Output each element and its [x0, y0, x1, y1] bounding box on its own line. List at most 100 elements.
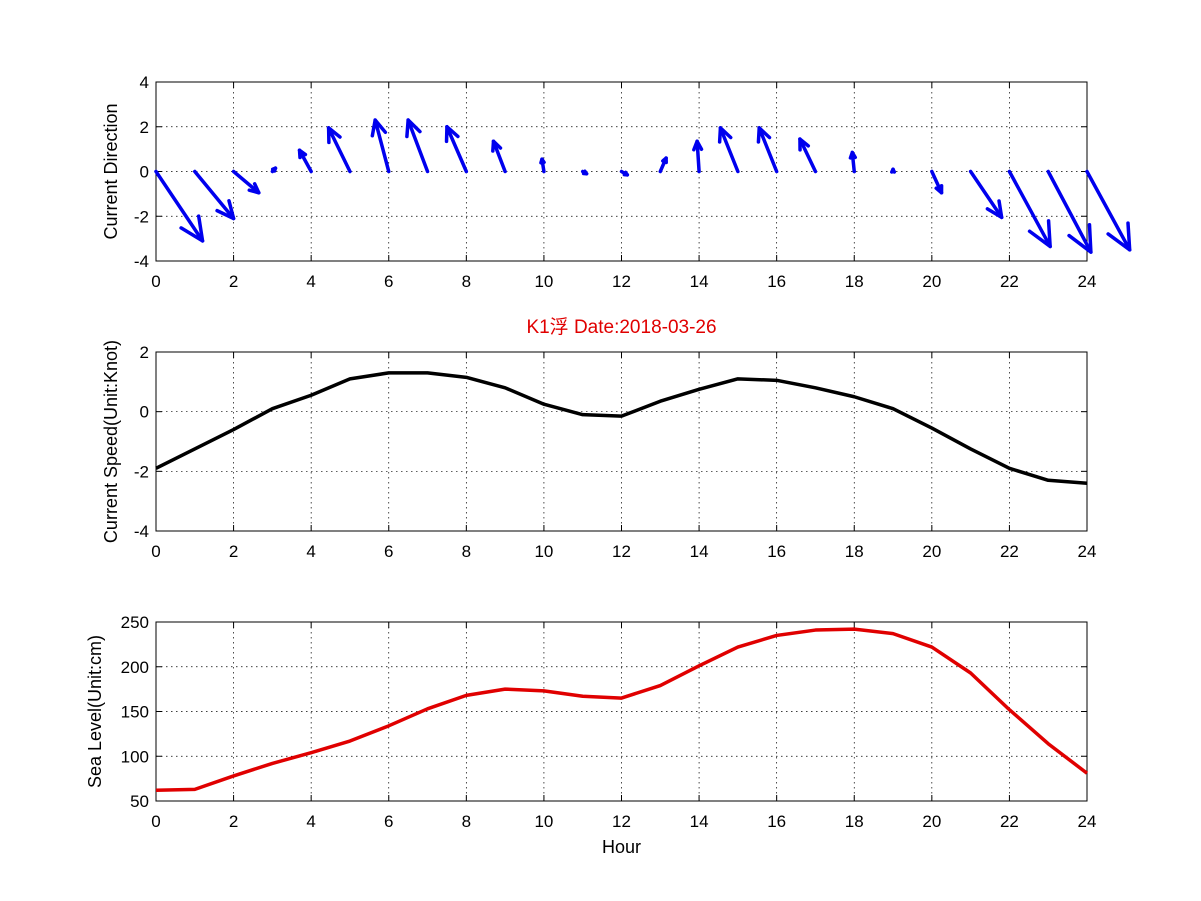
x-tick-label: 0 — [151, 812, 160, 831]
vector-head — [581, 169, 589, 176]
current-vector — [692, 139, 704, 174]
vector-head — [297, 148, 308, 160]
vector-head — [756, 126, 772, 144]
vector-head — [444, 125, 460, 144]
x-tick-label: 8 — [462, 272, 471, 291]
x-tick-label: 16 — [767, 272, 786, 291]
x-tick-label: 18 — [845, 812, 864, 831]
x-tick-label: 20 — [922, 812, 941, 831]
current-vector — [231, 169, 261, 195]
vector-head — [539, 157, 546, 165]
y-tick-label: -2 — [134, 207, 149, 226]
current-vector — [1007, 169, 1052, 249]
x-tick-label: 12 — [612, 542, 631, 561]
current-speed-ylabel: Current Speed(Unit:Knot) — [101, 340, 121, 543]
vector-shaft — [491, 139, 507, 174]
x-tick-label: 18 — [845, 272, 864, 291]
y-tick-label: -4 — [134, 522, 149, 541]
y-tick-label: 4 — [140, 73, 149, 92]
x-tick-label: 8 — [462, 812, 471, 831]
vector-head — [370, 118, 388, 138]
x-tick-label: 10 — [534, 812, 553, 831]
current-vector — [890, 167, 897, 174]
vector-head — [848, 150, 857, 160]
current-vector — [717, 126, 740, 174]
current-direction-ylabel: Current Direction — [101, 103, 121, 239]
x-tick-label: 24 — [1078, 812, 1097, 831]
x-tick-label: 16 — [767, 542, 786, 561]
vector-shaft — [695, 139, 701, 174]
current-vector — [798, 137, 818, 174]
x-tick-label: 0 — [151, 272, 160, 291]
y-tick-label: 50 — [130, 792, 149, 811]
current-speed-frame — [155, 351, 1088, 532]
current-vector — [297, 148, 313, 174]
current-vector — [930, 169, 944, 195]
x-tick-label: 6 — [384, 812, 393, 831]
y-tick-label: 250 — [121, 613, 149, 632]
vector-head — [1027, 219, 1052, 249]
x-tick-label: 24 — [1078, 542, 1097, 561]
current-vector — [580, 169, 589, 176]
vector-head — [179, 214, 205, 243]
vector-head — [985, 199, 1004, 220]
vector-shaft — [1085, 169, 1132, 252]
y-tick-label: 0 — [140, 403, 149, 422]
x-tick-label: 4 — [306, 272, 315, 291]
vector-head — [661, 156, 668, 165]
current-vector — [444, 125, 469, 174]
x-tick-label: 14 — [690, 542, 709, 561]
vector-shaft — [798, 137, 818, 174]
current-vector — [968, 169, 1004, 220]
current-vector — [270, 166, 278, 174]
current-vector — [370, 118, 391, 174]
x-tick-label: 6 — [384, 272, 393, 291]
vector-head — [1067, 222, 1093, 254]
current-vector — [326, 126, 352, 174]
x-tick-label: 0 — [151, 542, 160, 561]
y-tick-label: 2 — [140, 118, 149, 137]
x-tick-label: 22 — [1000, 542, 1019, 561]
x-tick-label: 16 — [767, 812, 786, 831]
x-tick-label: 20 — [922, 542, 941, 561]
chart-title: K1浮 Date:2018-03-26 — [526, 316, 716, 338]
x-tick-label: 8 — [462, 542, 471, 561]
vector-shaft — [154, 169, 205, 243]
y-tick-label: 150 — [121, 703, 149, 722]
vector-shaft — [231, 169, 261, 195]
x-tick-label: 22 — [1000, 272, 1019, 291]
x-tick-label: 12 — [612, 272, 631, 291]
current-vector — [1046, 169, 1093, 254]
vector-head — [405, 118, 422, 139]
x-tick-label: 2 — [229, 272, 238, 291]
x-tick-label: 22 — [1000, 812, 1019, 831]
sea-level-ylabel: Sea Level(Unit:cm) — [85, 635, 105, 788]
vector-shaft — [757, 126, 779, 174]
x-tick-label: 14 — [690, 812, 709, 831]
x-tick-label: 24 — [1078, 272, 1097, 291]
vector-shaft — [718, 126, 740, 174]
x-tick-label: 12 — [612, 812, 631, 831]
vector-head — [215, 199, 236, 221]
vector-shaft — [406, 118, 430, 174]
vector-head — [934, 183, 944, 195]
y-tick-label: 200 — [121, 658, 149, 677]
y-tick-label: 2 — [140, 343, 149, 362]
current-vector — [154, 169, 205, 243]
vector-head — [270, 166, 278, 173]
vector-shaft — [1046, 169, 1093, 254]
x-tick-label: 14 — [690, 272, 709, 291]
x-tick-label: 6 — [384, 542, 393, 561]
vector-head — [622, 170, 630, 177]
vector-shaft — [968, 169, 1004, 220]
x-tick-label: 2 — [229, 542, 238, 561]
x-axis-label: Hour — [602, 837, 641, 857]
vector-shaft — [373, 118, 391, 174]
vector-shaft — [193, 169, 236, 221]
x-tick-label: 10 — [534, 542, 553, 561]
x-tick-label: 10 — [534, 272, 553, 291]
y-tick-label: 100 — [121, 747, 149, 766]
